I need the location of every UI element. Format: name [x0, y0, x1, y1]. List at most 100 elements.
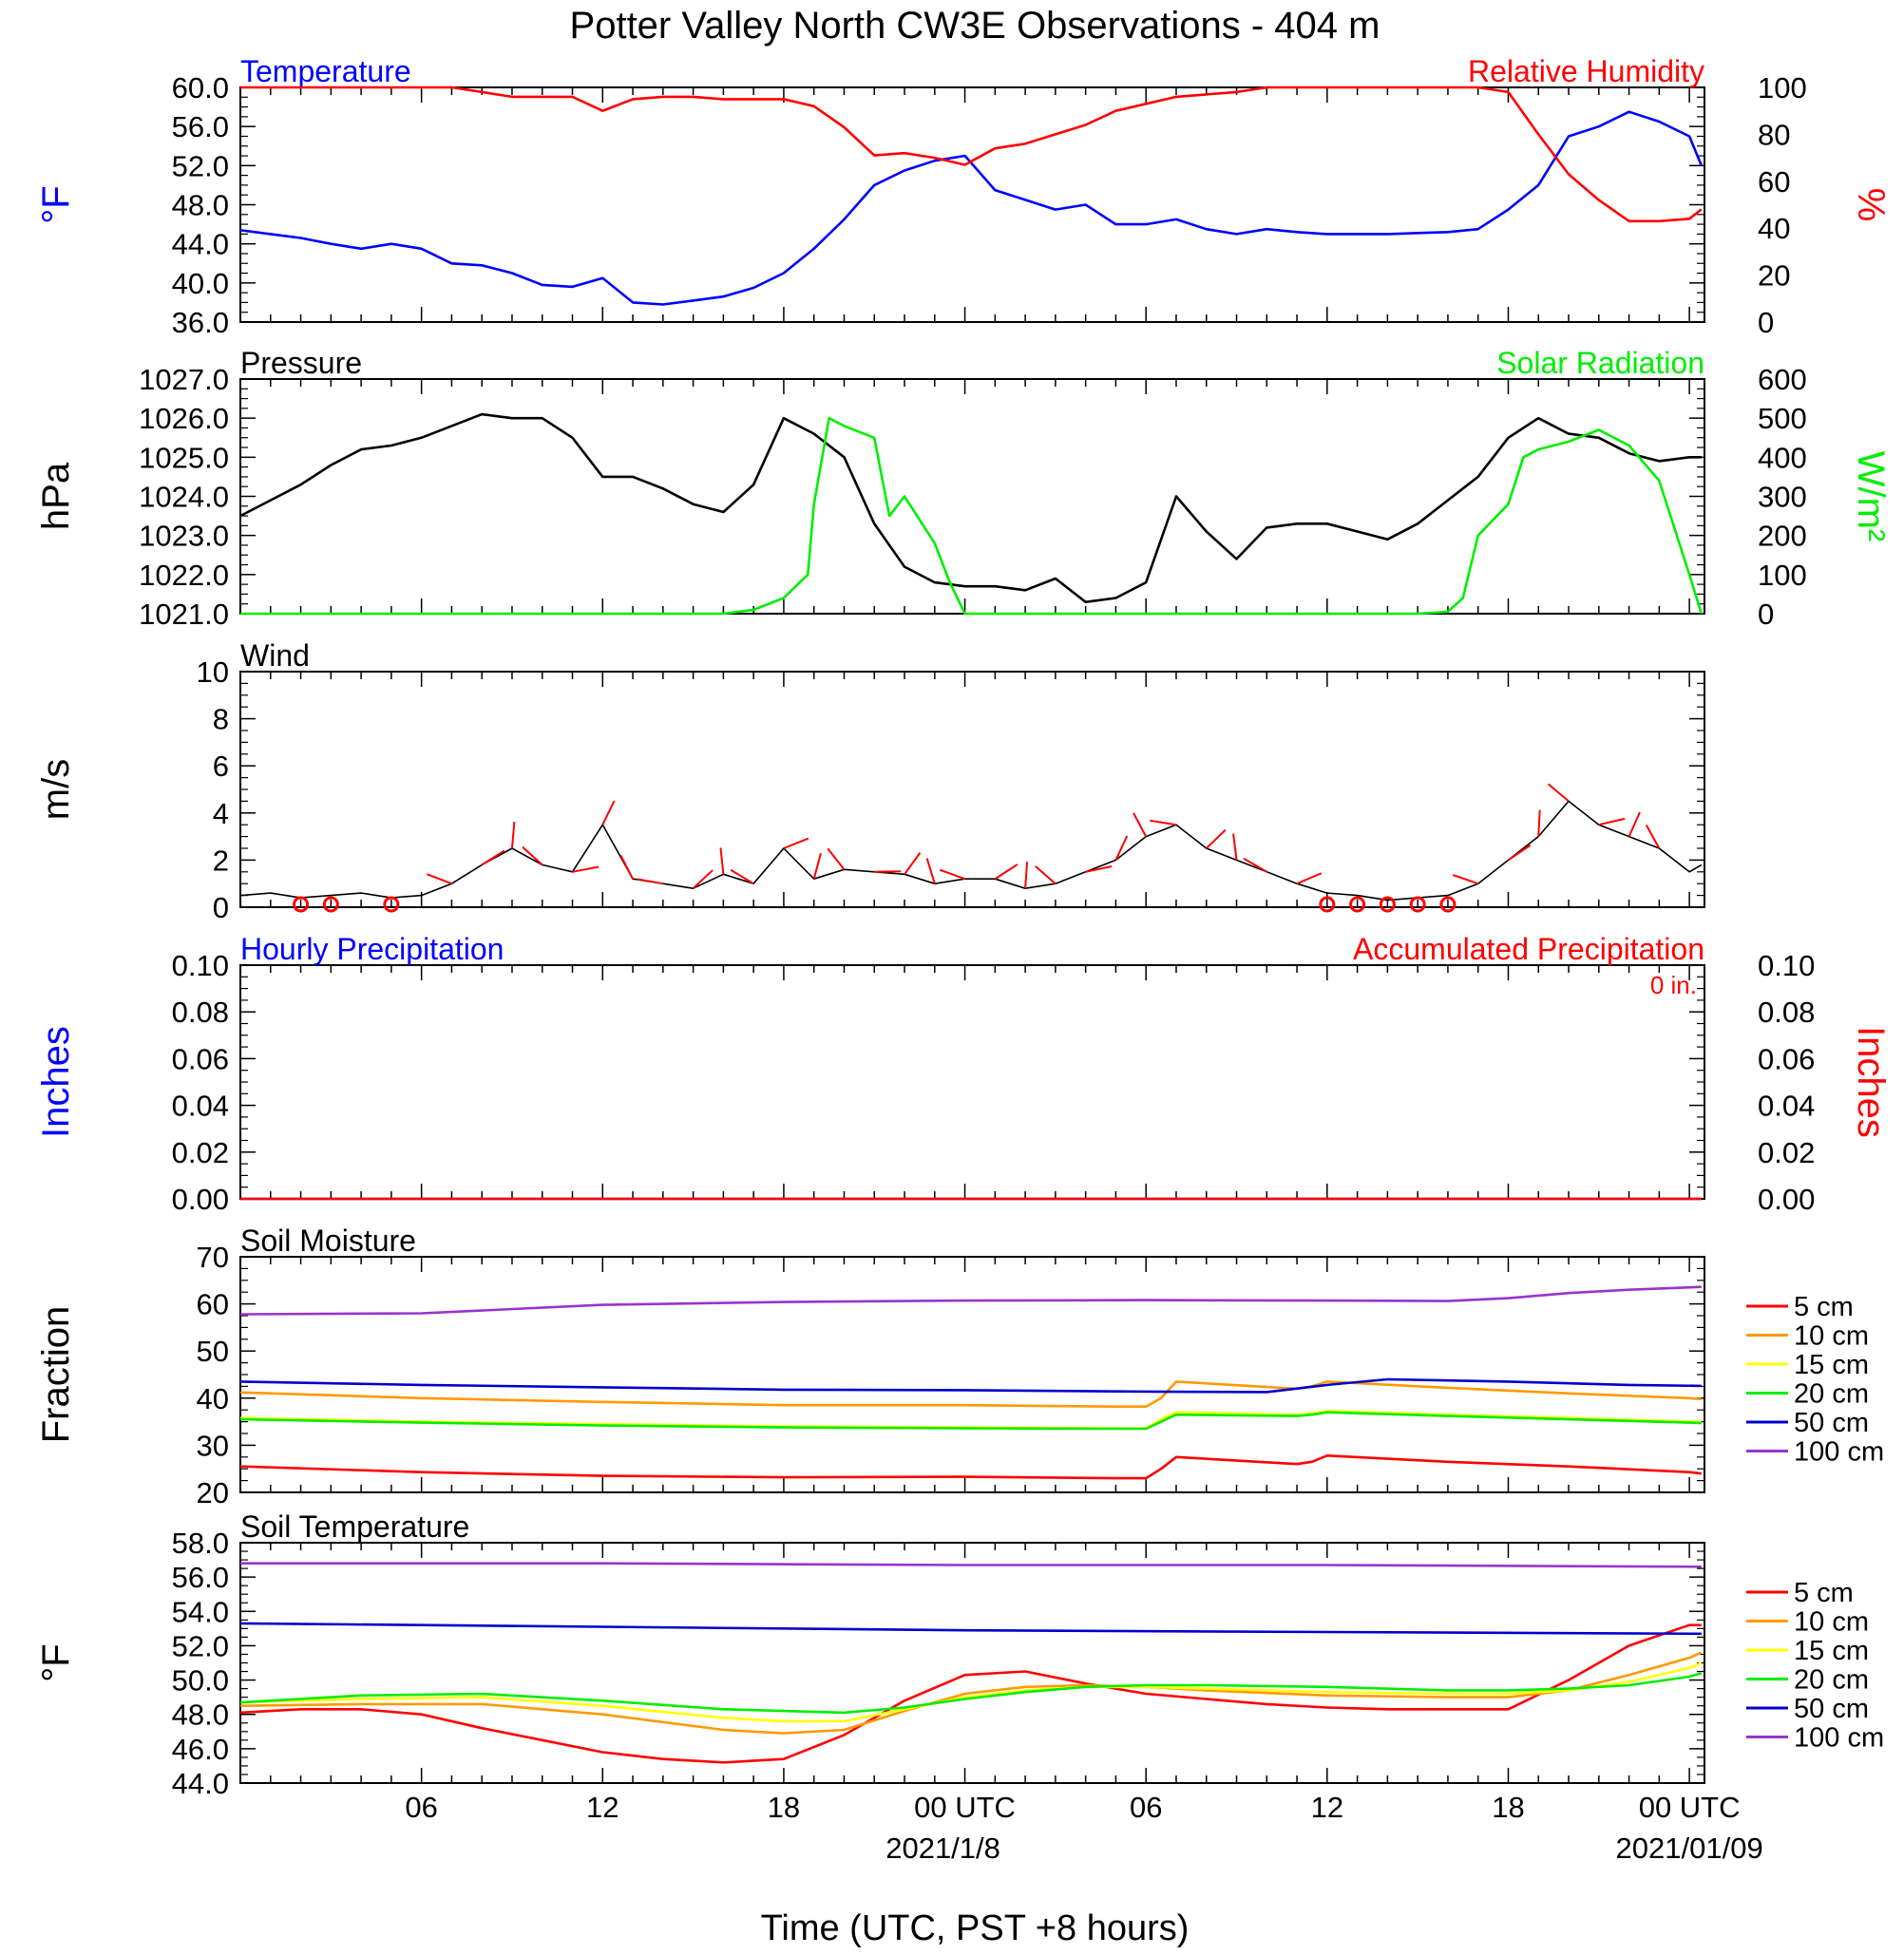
- y-tick-label: 70: [197, 1241, 229, 1274]
- legend-label: 10 cm: [1794, 1607, 1869, 1638]
- series-line-50-cm: [239, 1377, 1702, 1394]
- panels-group: 36.040.044.048.052.056.060.0020406080100…: [35, 54, 1892, 1800]
- x-date-label: 2021/1/8: [885, 1832, 1000, 1865]
- wind-barb: [1024, 862, 1029, 889]
- wind-barb: [904, 852, 922, 875]
- wind-barb: [1150, 819, 1177, 826]
- y2-tick-label: 0.10: [1758, 949, 1815, 982]
- y-tick-label: 1023.0: [139, 520, 229, 553]
- calm-wind-marker: [1379, 896, 1396, 913]
- calm-wind-marker: [322, 896, 339, 913]
- series-line-relative-humidity: [240, 85, 1703, 223]
- panel-title-right: Solar Radiation: [1496, 346, 1704, 380]
- y-tick-label: 1025.0: [139, 441, 229, 474]
- wind-barb: [1547, 783, 1570, 803]
- y-tick-label: 1026.0: [139, 402, 229, 435]
- wind-barb: [1232, 833, 1238, 861]
- wind-barb: [994, 864, 1019, 881]
- y2-tick-label: 0.02: [1758, 1136, 1815, 1169]
- y-tick-label: 60: [197, 1288, 229, 1321]
- wind-barb: [925, 858, 936, 884]
- wind-barb: [730, 868, 754, 885]
- y-tick-label: 48.0: [172, 189, 229, 222]
- y-tick-label: 0.02: [172, 1136, 229, 1169]
- y-tick-label: 6: [213, 750, 229, 783]
- wind-barb: [1243, 857, 1267, 873]
- series-line-wind: [239, 800, 1703, 902]
- y-axis-label: °F: [35, 185, 77, 223]
- y2-tick-label: 0.00: [1758, 1183, 1815, 1216]
- y-tick-label: 54.0: [172, 1595, 229, 1628]
- x-tick-label: 18: [1492, 1791, 1524, 1824]
- wind-barb: [827, 847, 846, 870]
- plot-frame: [239, 1542, 1705, 1784]
- wind-barb: [719, 847, 725, 875]
- x-tick-label: 00 UTC: [914, 1791, 1016, 1824]
- y-tick-label: 56.0: [172, 110, 229, 143]
- y-tick-label: 44.0: [172, 1767, 229, 1800]
- y-axis-label: Inches: [35, 1026, 77, 1138]
- panel-title-left: Temperature: [240, 54, 411, 88]
- panel-title-left: Soil Temperature: [240, 1509, 469, 1544]
- wind-barb: [637, 878, 663, 885]
- y-tick-label: 30: [197, 1429, 229, 1462]
- x-tick-label: 00 UTC: [1639, 1791, 1741, 1824]
- series-line-pressure: [239, 412, 1702, 604]
- y2-tick-label: 600: [1758, 363, 1807, 396]
- x-date-label: 2021/01/09: [1616, 1832, 1763, 1865]
- x-tick-label: 06: [1130, 1791, 1162, 1824]
- y-axis-label: m/s: [35, 759, 77, 820]
- x-axis-title: Time (UTC, PST +8 hours): [761, 1908, 1190, 1948]
- wind-barb: [601, 800, 616, 826]
- legend-label: 50 cm: [1794, 1694, 1869, 1724]
- series-line-5-cm: [239, 1454, 1702, 1480]
- y-tick-label: 52.0: [172, 1629, 229, 1662]
- plot-frame: [239, 964, 1705, 1200]
- wind-barb: [572, 865, 600, 873]
- series-line-100-cm: [239, 1285, 1702, 1316]
- y2-tick-label: 400: [1758, 441, 1807, 474]
- y-tick-label: 1024.0: [139, 481, 229, 514]
- wind-barb: [692, 869, 714, 889]
- y2-tick-label: 60: [1758, 165, 1790, 199]
- y2-tick-label: 300: [1758, 481, 1807, 514]
- y-tick-label: 2: [213, 844, 229, 877]
- y2-tick-label: 0.06: [1758, 1042, 1815, 1075]
- y-axis-label: hPa: [35, 462, 77, 530]
- y-tick-label: 40.0: [172, 267, 229, 300]
- y-tick-label: 0.10: [172, 949, 229, 982]
- y2-tick-label: 40: [1758, 212, 1790, 245]
- plot-frame: [239, 378, 1705, 615]
- y2-tick-label: 80: [1758, 118, 1790, 151]
- wind-barb: [939, 868, 965, 881]
- y-tick-label: 50.0: [172, 1664, 229, 1698]
- wind-barb: [1133, 812, 1148, 838]
- panel-pressure_solar: 1021.0 1022.0 1023.0 1024.0 1025.0 1026.0 1027…: [35, 346, 1892, 631]
- y-tick-label: 0.06: [172, 1042, 229, 1075]
- legend-label: 20 cm: [1794, 1665, 1869, 1696]
- wind-barb: [1206, 828, 1227, 849]
- y2-tick-label: 100: [1758, 559, 1807, 592]
- y2-tick-label: 0: [1758, 598, 1774, 631]
- series-line-5-cm: [239, 1623, 1702, 1764]
- y-tick-label: 46.0: [172, 1733, 229, 1766]
- y-tick-label: 10: [197, 655, 229, 689]
- calm-wind-marker: [293, 896, 310, 913]
- y-tick-label: 40: [197, 1382, 229, 1415]
- wind-barb: [1628, 811, 1641, 838]
- y-tick-label: 56.0: [172, 1561, 229, 1594]
- legend-label: 20 cm: [1794, 1379, 1869, 1410]
- plot-frame: [239, 86, 1705, 323]
- y-tick-label: 50: [197, 1335, 229, 1368]
- panel-title-left: Soil Moisture: [240, 1224, 416, 1258]
- wind-barb: [481, 849, 505, 866]
- panel-title-left: Wind: [240, 638, 310, 673]
- y-tick-label: 20: [197, 1476, 229, 1509]
- x-tick-label: 18: [768, 1791, 800, 1824]
- wind-barb: [812, 852, 822, 880]
- wind-barb: [510, 822, 516, 849]
- y-tick-label: 1021.0: [139, 598, 229, 631]
- calm-wind-marker: [1319, 896, 1336, 913]
